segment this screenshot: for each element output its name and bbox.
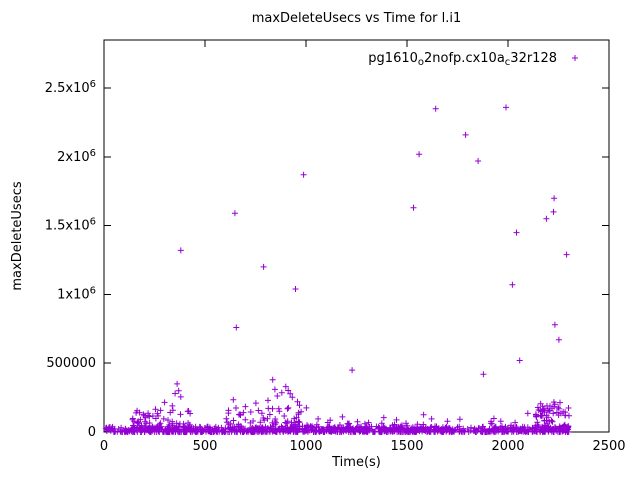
data-points: [102, 104, 572, 435]
x-tick-label: 2000: [491, 439, 524, 454]
axis-ticks: [103, 40, 610, 433]
y-tick-label: 1x106: [57, 286, 96, 303]
chart-title: maxDeleteUsecs vs Time for l.i1: [251, 11, 462, 26]
x-tick-label: 1000: [289, 439, 322, 454]
y-tick-label: 2.5x106: [45, 79, 96, 96]
y-tick-label: 1.5x106: [45, 217, 96, 234]
x-tick-label: 0: [100, 439, 108, 454]
x-tick-label: 500: [193, 439, 218, 454]
legend-marker-icon: [572, 55, 578, 61]
plot-border: [103, 39, 610, 433]
x-axis-label: Time(s): [332, 455, 381, 470]
y-tick-label: 0: [88, 425, 96, 440]
y-tick-label: 2x106: [57, 148, 96, 165]
y-tick-label: 500000: [46, 356, 96, 371]
x-tick-label: 1500: [390, 439, 423, 454]
x-tick-label: 2500: [592, 439, 625, 454]
legend-label: pg1610o2nofp.cx10ac32r128: [368, 51, 557, 68]
